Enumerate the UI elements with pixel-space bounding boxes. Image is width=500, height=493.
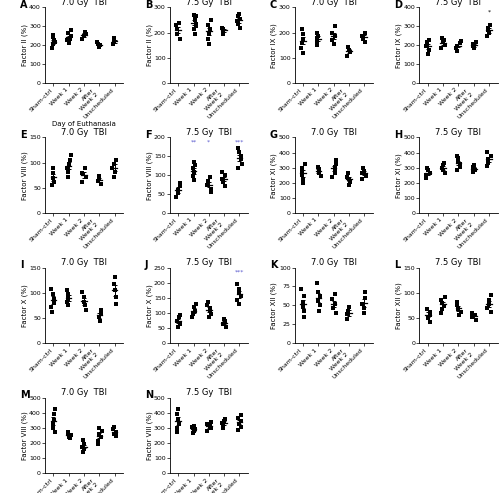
Title: 7.5 Gy  TBI: 7.5 Gy TBI xyxy=(436,0,482,6)
Text: L: L xyxy=(394,260,401,270)
Y-axis label: Factor XI (%): Factor XI (%) xyxy=(271,153,278,198)
Y-axis label: Factor II (%): Factor II (%) xyxy=(21,24,28,66)
Text: E: E xyxy=(20,130,26,140)
Y-axis label: Factor VIII (%): Factor VIII (%) xyxy=(146,411,152,460)
Text: **: ** xyxy=(190,140,196,145)
Y-axis label: Factor XII (%): Factor XII (%) xyxy=(396,282,402,329)
Text: I: I xyxy=(20,260,24,270)
Text: D: D xyxy=(394,0,402,10)
X-axis label: Day of Euthanasia: Day of Euthanasia xyxy=(52,121,116,127)
Text: G: G xyxy=(270,130,278,140)
Title: 7.5 Gy  TBI: 7.5 Gy TBI xyxy=(436,128,482,137)
Text: ***: *** xyxy=(234,270,244,275)
Text: F: F xyxy=(145,130,152,140)
Title: 7.0 Gy  TBI: 7.0 Gy TBI xyxy=(310,0,356,6)
Y-axis label: Factor IX (%): Factor IX (%) xyxy=(271,23,278,68)
Y-axis label: Factor IX (%): Factor IX (%) xyxy=(396,23,402,68)
Title: 7.0 Gy  TBI: 7.0 Gy TBI xyxy=(61,128,107,137)
Text: A: A xyxy=(20,0,28,10)
Text: C: C xyxy=(270,0,277,10)
Title: 7.0 Gy  TBI: 7.0 Gy TBI xyxy=(310,128,356,137)
Text: H: H xyxy=(394,130,402,140)
Y-axis label: Factor VIII (%): Factor VIII (%) xyxy=(21,411,28,460)
Y-axis label: Factor X (%): Factor X (%) xyxy=(146,284,152,327)
Y-axis label: Factor VIII (%): Factor VIII (%) xyxy=(22,151,28,200)
Text: *: * xyxy=(208,140,210,145)
Text: K: K xyxy=(270,260,277,270)
Text: *: * xyxy=(488,10,490,15)
Text: N: N xyxy=(145,390,153,400)
Y-axis label: Factor XI (%): Factor XI (%) xyxy=(396,153,402,198)
Text: M: M xyxy=(20,390,30,400)
Title: 7.0 Gy  TBI: 7.0 Gy TBI xyxy=(61,0,107,6)
Y-axis label: Factor II (%): Factor II (%) xyxy=(146,24,152,66)
Title: 7.0 Gy  TBI: 7.0 Gy TBI xyxy=(61,258,107,267)
Title: 7.5 Gy  TBI: 7.5 Gy TBI xyxy=(186,128,232,137)
Y-axis label: Factor VIII (%): Factor VIII (%) xyxy=(146,151,152,200)
Title: 7.0 Gy  TBI: 7.0 Gy TBI xyxy=(310,258,356,267)
Title: 7.0 Gy  TBI: 7.0 Gy TBI xyxy=(61,388,107,397)
Title: 7.5 Gy  TBI: 7.5 Gy TBI xyxy=(186,258,232,267)
Y-axis label: Factor X (%): Factor X (%) xyxy=(22,284,28,327)
Title: 7.5 Gy  TBI: 7.5 Gy TBI xyxy=(186,388,232,397)
Title: 7.5 Gy  TBI: 7.5 Gy TBI xyxy=(186,0,232,6)
Title: 7.5 Gy  TBI: 7.5 Gy TBI xyxy=(436,258,482,267)
Text: B: B xyxy=(145,0,152,10)
Text: J: J xyxy=(145,260,148,270)
Y-axis label: Factor XII (%): Factor XII (%) xyxy=(271,282,278,329)
Text: ***: *** xyxy=(234,140,244,145)
